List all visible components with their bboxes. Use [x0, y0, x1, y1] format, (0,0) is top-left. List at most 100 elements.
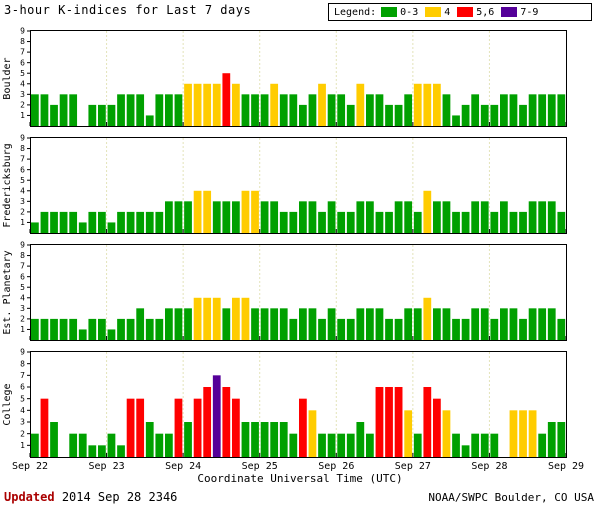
k-index-bar [155, 211, 164, 233]
k-index-bar [136, 211, 145, 233]
k-index-bar [59, 318, 68, 340]
legend-items: 0-3 4 5,6 7-9 [381, 7, 538, 18]
k-index-bar [50, 318, 58, 340]
k-index-bar [222, 308, 231, 340]
legend-item-label: 4 [444, 6, 451, 18]
k-index-bar [366, 433, 374, 457]
legend-item: 7-9 [501, 7, 538, 18]
k-index-bar [212, 297, 221, 340]
y-tick-label: 8 [20, 359, 25, 368]
k-index-bar [260, 422, 269, 457]
legend-swatch [425, 7, 442, 17]
y-tick-label: 8 [20, 37, 25, 46]
k-index-bar [433, 201, 441, 233]
k-index-bar [232, 201, 240, 233]
legend-item-label: 0-3 [400, 6, 419, 18]
k-index-bar [299, 201, 307, 233]
updated-text: Updated 2014 Sep 28 2346 [4, 490, 177, 504]
k-index-bar [327, 308, 336, 340]
k-index-bar [471, 94, 480, 126]
k-index-bar [31, 318, 39, 340]
k-index-bar [251, 308, 259, 340]
station-label: Est. Planetary [2, 250, 13, 334]
k-index-bar [337, 211, 346, 233]
k-index-bar [356, 422, 365, 457]
k-index-bar [165, 308, 173, 340]
y-tick-label: 6 [20, 165, 25, 174]
k-index-bar [193, 83, 202, 126]
k-index-bar [222, 73, 231, 126]
k-index-bar [471, 308, 480, 340]
k-index-bar [241, 422, 250, 457]
k-index-bar [31, 94, 39, 126]
legend-item-label: 5,6 [476, 6, 495, 18]
x-tick-label: Sep 26 [318, 461, 355, 472]
k-index-bar [193, 190, 202, 233]
k-index-bar [98, 211, 106, 233]
k-index-bar [279, 422, 288, 457]
x-tick-label: Sep 28 [471, 461, 508, 472]
k-index-bar [155, 318, 164, 340]
y-tick-label: 1 [20, 325, 25, 334]
k-index-bar [423, 190, 432, 233]
k-index-bar [356, 201, 365, 233]
k-index-bar [145, 318, 154, 340]
k-index-bar [184, 422, 192, 457]
y-tick-label: 4 [20, 186, 25, 195]
k-index-bar [490, 211, 499, 233]
k-index-bar [346, 104, 355, 126]
k-index-bar [318, 83, 326, 126]
k-index-bar [193, 297, 202, 340]
y-tick-label: 1 [20, 111, 25, 120]
k-index-bar [299, 308, 307, 340]
k-index-bar [404, 308, 413, 340]
y-tick-label: 3 [20, 90, 25, 99]
k-index-bar [241, 190, 250, 233]
k-index-bar [165, 94, 173, 126]
k-index-bar [528, 201, 537, 233]
k-index-bar [442, 308, 451, 340]
k-index-bar [184, 201, 192, 233]
k-index-bar [59, 211, 68, 233]
station-label: College [2, 383, 13, 425]
k-index-bar [59, 94, 68, 126]
kindex-panel-fredericksburg: 1 23 45 67 89 Fredericksburg [2, 134, 567, 234]
k-index-bar [490, 318, 499, 340]
k-index-bar [232, 83, 240, 126]
k-index-bar [442, 201, 451, 233]
y-tick-label: 8 [20, 144, 25, 153]
k-index-bar [145, 211, 154, 233]
k-index-bar [318, 211, 326, 233]
y-tick-label: 6 [20, 58, 25, 67]
k-index-bar [480, 201, 489, 233]
k-index-bar [145, 115, 154, 126]
k-index-bar [442, 94, 451, 126]
k-index-bar [375, 308, 384, 340]
k-index-bar [346, 433, 355, 457]
k-index-bar [404, 201, 413, 233]
k-index-bar [490, 433, 499, 457]
k-index-bar [69, 318, 78, 340]
k-index-bar [404, 94, 413, 126]
k-index-bar [404, 410, 413, 457]
k-index-bar [480, 104, 489, 126]
k-index-bar [452, 318, 460, 340]
k-index-bar [471, 433, 480, 457]
k-index-bar [251, 190, 259, 233]
k-index-bar [212, 83, 221, 126]
k-index-bar [423, 83, 432, 126]
k-index-bar [299, 104, 307, 126]
k-index-bar [557, 422, 566, 457]
k-index-bar [452, 433, 460, 457]
legend-swatch [501, 7, 518, 17]
k-index-bar [98, 104, 106, 126]
station-label: Fredericksburg [2, 143, 13, 227]
y-tick-label: 4 [20, 79, 25, 88]
k-index-bar [394, 387, 403, 457]
k-index-bar [538, 308, 547, 340]
k-index-bar [126, 94, 135, 126]
k-index-bar [538, 94, 547, 126]
k-index-bar [547, 94, 556, 126]
k-index-bar [69, 433, 78, 457]
legend-item: 4 [425, 7, 450, 18]
